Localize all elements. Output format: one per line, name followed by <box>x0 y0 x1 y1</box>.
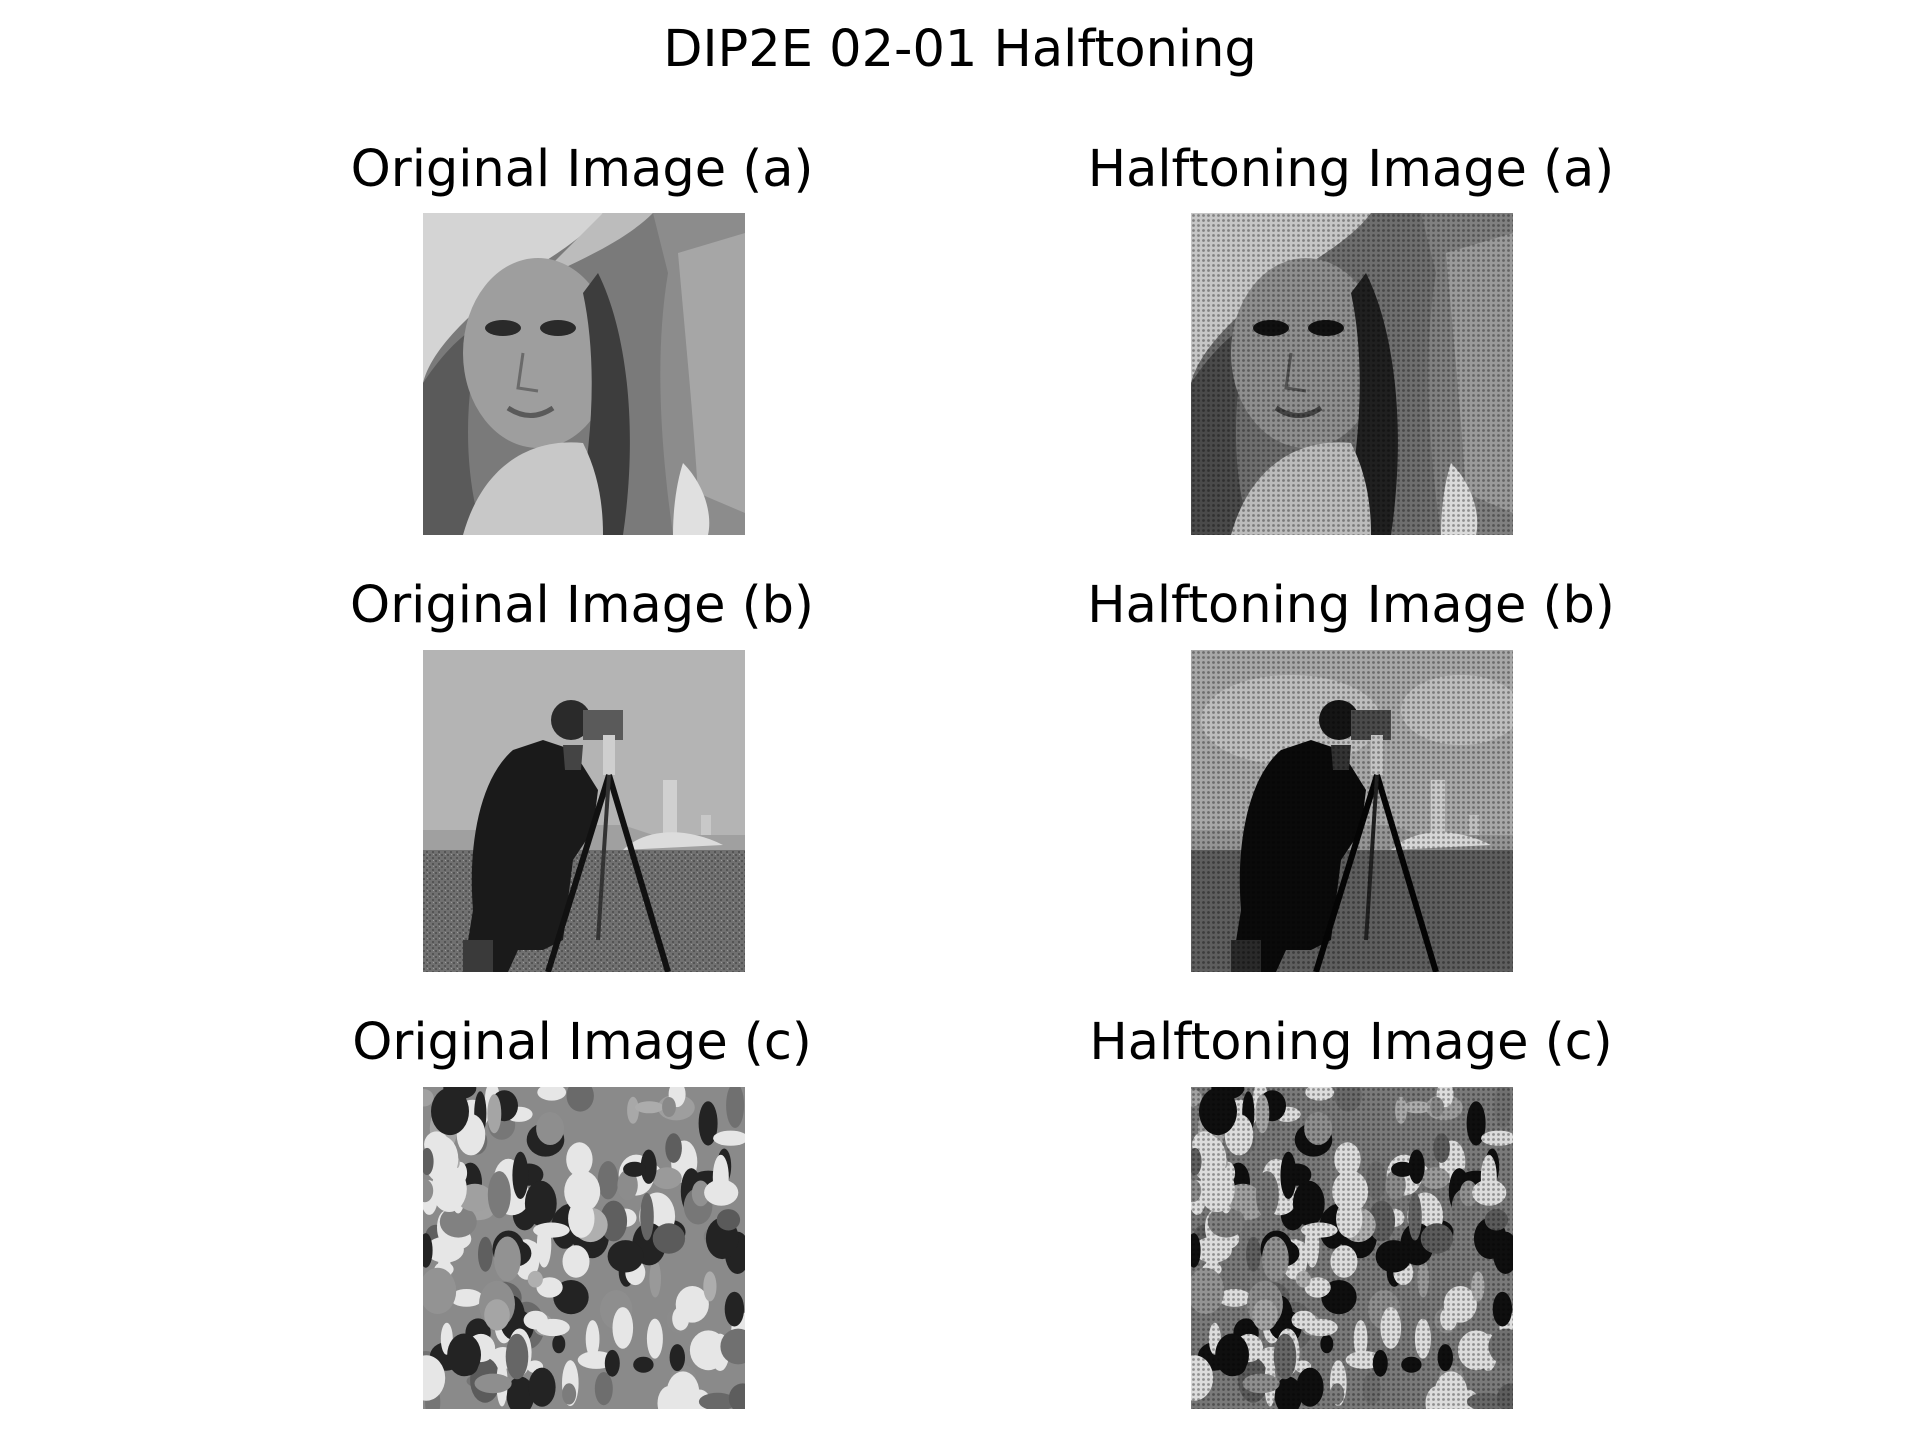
image-halftoning-a <box>1191 213 1513 535</box>
panel-title-halftoning-c: Halftoning Image (c) <box>1089 1013 1613 1072</box>
image-original-a <box>423 213 745 535</box>
panel-title-original-c: Original Image (c) <box>352 1013 812 1072</box>
panel-title-halftoning-a: Halftoning Image (a) <box>1087 140 1615 199</box>
panel-title-halftoning-b: Halftoning Image (b) <box>1087 576 1615 635</box>
image-halftoning-c <box>1191 1087 1513 1409</box>
image-original-c <box>423 1087 745 1409</box>
panel-title-original-a: Original Image (a) <box>350 140 814 199</box>
image-halftoning-b <box>1191 650 1513 972</box>
figure-title: DIP2E 02-01 Halftoning <box>663 20 1257 79</box>
panel-title-original-b: Original Image (b) <box>350 576 814 635</box>
image-original-b <box>423 650 745 972</box>
